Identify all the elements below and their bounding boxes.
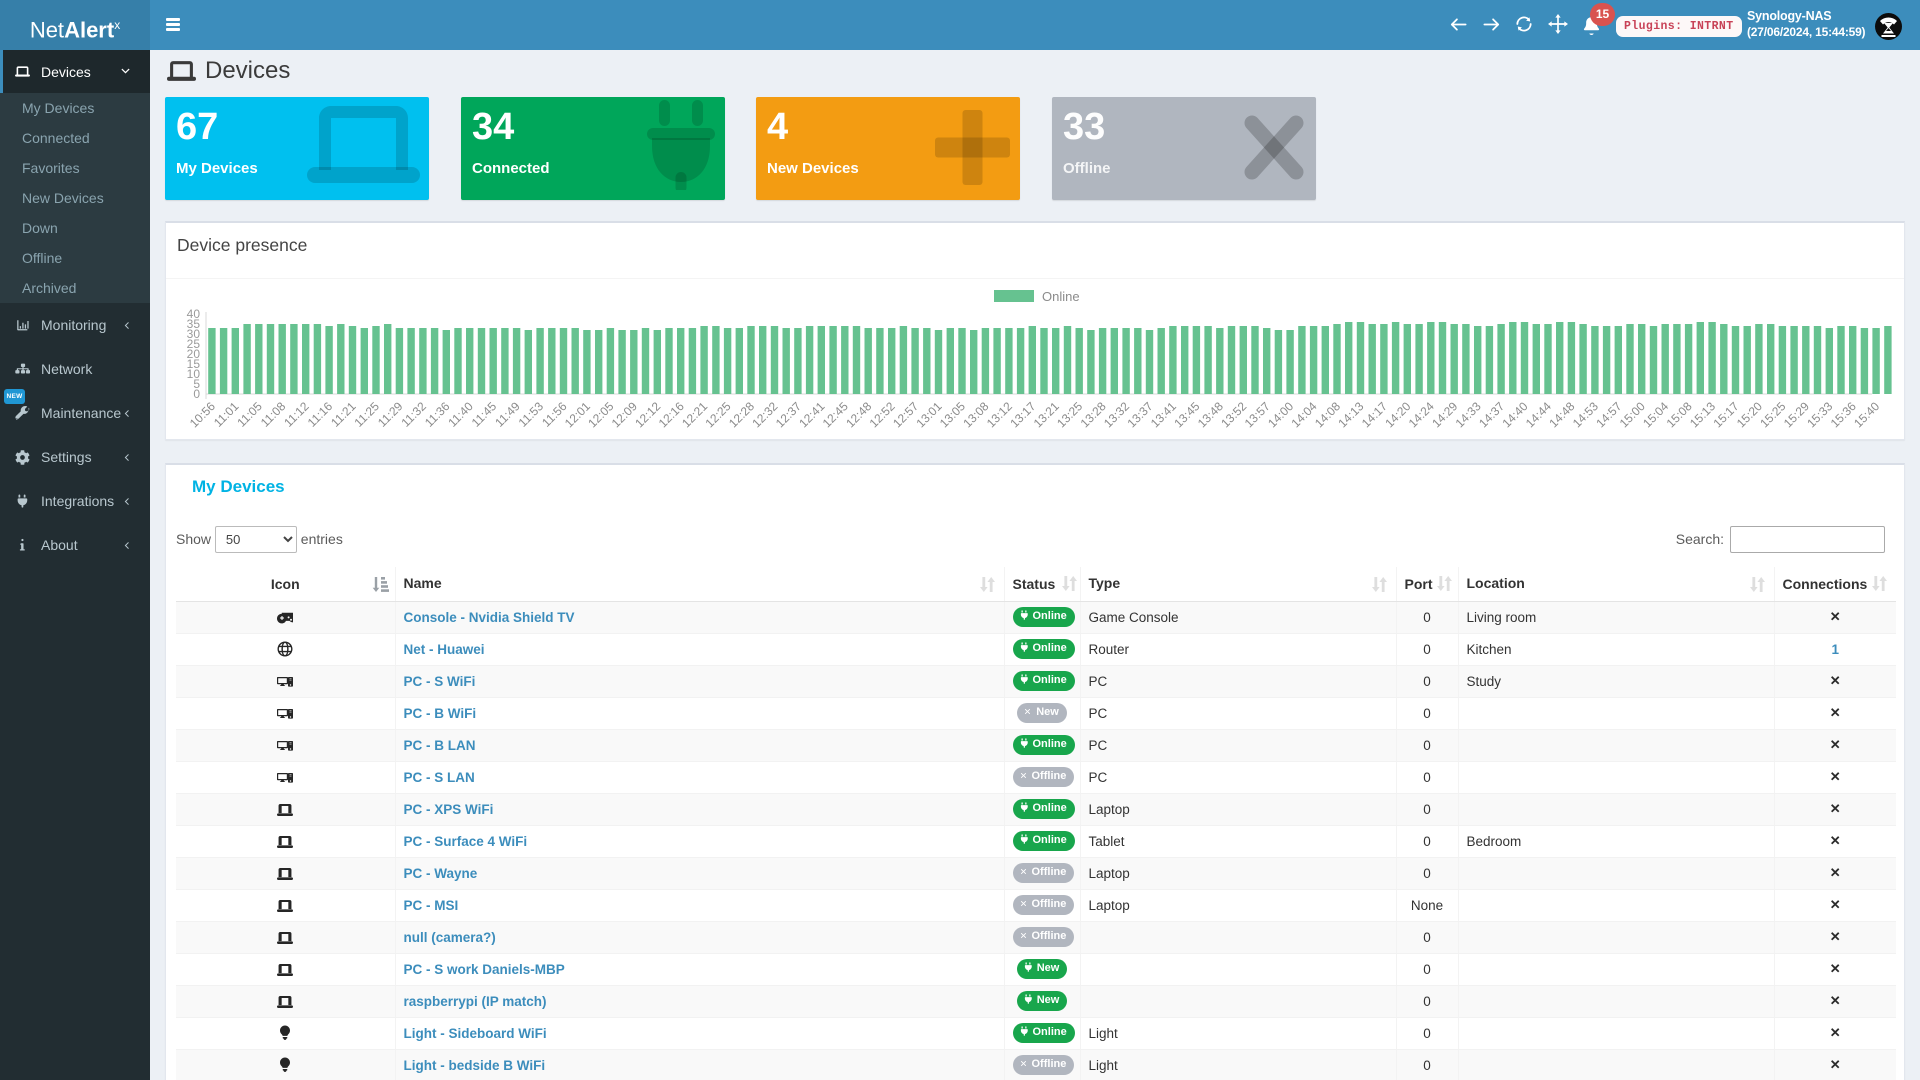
- svg-text:13:37: 13:37: [1124, 399, 1155, 430]
- svg-text:15:36: 15:36: [1828, 399, 1859, 430]
- svg-text:14:33: 14:33: [1453, 399, 1484, 430]
- svg-text:30: 30: [187, 327, 201, 341]
- svg-text:11:40: 11:40: [445, 399, 476, 430]
- svg-text:13:05: 13:05: [937, 399, 968, 430]
- svg-text:15:40: 15:40: [1851, 399, 1882, 430]
- svg-text:14:17: 14:17: [1359, 399, 1390, 430]
- svg-text:12:57: 12:57: [890, 399, 921, 430]
- svg-text:15:17: 15:17: [1710, 399, 1741, 430]
- svg-text:14:08: 14:08: [1312, 399, 1343, 430]
- svg-text:12:12: 12:12: [632, 399, 663, 430]
- svg-text:13:12: 13:12: [984, 399, 1015, 430]
- svg-text:13:25: 13:25: [1054, 399, 1085, 430]
- svg-text:14:44: 14:44: [1523, 399, 1554, 430]
- svg-text:12:37: 12:37: [773, 399, 804, 430]
- svg-text:12:32: 12:32: [749, 399, 780, 430]
- svg-text:12:28: 12:28: [726, 399, 757, 430]
- svg-text:13:01: 13:01: [913, 399, 944, 430]
- svg-text:40: 40: [187, 307, 201, 321]
- svg-text:5: 5: [193, 377, 200, 391]
- svg-text:15:00: 15:00: [1617, 399, 1648, 430]
- svg-text:11:36: 11:36: [422, 399, 453, 430]
- svg-text:15:29: 15:29: [1781, 399, 1812, 430]
- svg-text:14:13: 14:13: [1335, 399, 1366, 430]
- svg-text:14:40: 14:40: [1499, 399, 1530, 430]
- svg-text:11:45: 11:45: [469, 399, 500, 430]
- svg-text:13:48: 13:48: [1195, 399, 1226, 430]
- svg-text:13:41: 13:41: [1148, 399, 1179, 430]
- svg-text:15:04: 15:04: [1640, 399, 1671, 430]
- svg-text:11:05: 11:05: [234, 399, 265, 430]
- svg-text:11:16: 11:16: [305, 399, 336, 430]
- svg-text:12:48: 12:48: [843, 399, 874, 430]
- svg-text:11:01: 11:01: [211, 399, 242, 430]
- svg-text:25: 25: [187, 337, 201, 351]
- svg-text:10:56: 10:56: [187, 399, 218, 430]
- svg-text:14:37: 14:37: [1476, 399, 1507, 430]
- svg-text:12:52: 12:52: [867, 399, 898, 430]
- svg-text:10: 10: [187, 367, 201, 381]
- svg-text:12:16: 12:16: [656, 399, 687, 430]
- svg-text:13:52: 13:52: [1218, 399, 1249, 430]
- svg-text:15:25: 15:25: [1757, 399, 1788, 430]
- svg-text:14:24: 14:24: [1406, 399, 1437, 430]
- svg-text:14:20: 14:20: [1382, 399, 1413, 430]
- svg-text:13:57: 13:57: [1242, 399, 1273, 430]
- svg-text:15: 15: [187, 357, 201, 371]
- svg-text:15:13: 15:13: [1687, 399, 1718, 430]
- svg-text:13:08: 13:08: [960, 399, 991, 430]
- svg-text:14:04: 14:04: [1288, 399, 1319, 430]
- svg-text:12:25: 12:25: [702, 399, 733, 430]
- svg-text:13:21: 13:21: [1031, 399, 1062, 430]
- svg-text:35: 35: [187, 317, 201, 331]
- svg-text:14:00: 14:00: [1265, 399, 1296, 430]
- svg-text:15:33: 15:33: [1804, 399, 1835, 430]
- svg-text:20: 20: [187, 347, 201, 361]
- svg-text:11:29: 11:29: [375, 399, 406, 430]
- svg-text:0: 0: [193, 387, 200, 401]
- svg-text:11:21: 11:21: [328, 399, 359, 430]
- svg-text:12:09: 12:09: [609, 399, 640, 430]
- svg-text:12:05: 12:05: [585, 399, 616, 430]
- svg-text:13:28: 13:28: [1078, 399, 1109, 430]
- svg-text:11:49: 11:49: [492, 399, 523, 430]
- svg-text:14:48: 14:48: [1546, 399, 1577, 430]
- svg-text:11:25: 11:25: [352, 399, 383, 430]
- svg-text:11:53: 11:53: [516, 399, 547, 430]
- svg-text:11:32: 11:32: [398, 399, 429, 430]
- svg-text:12:21: 12:21: [679, 399, 710, 430]
- svg-text:11:12: 11:12: [281, 399, 312, 430]
- svg-text:12:01: 12:01: [562, 399, 593, 430]
- svg-text:14:53: 14:53: [1570, 399, 1601, 430]
- svg-text:12:45: 12:45: [820, 399, 851, 430]
- svg-text:13:17: 13:17: [1007, 399, 1038, 430]
- svg-text:12:41: 12:41: [796, 399, 827, 430]
- svg-text:14:57: 14:57: [1593, 399, 1624, 430]
- svg-text:13:32: 13:32: [1101, 399, 1132, 430]
- svg-text:11:08: 11:08: [258, 399, 289, 430]
- svg-text:14:29: 14:29: [1429, 399, 1460, 430]
- svg-text:15:20: 15:20: [1734, 399, 1765, 430]
- svg-text:13:45: 13:45: [1171, 399, 1202, 430]
- svg-text:15:08: 15:08: [1664, 399, 1695, 430]
